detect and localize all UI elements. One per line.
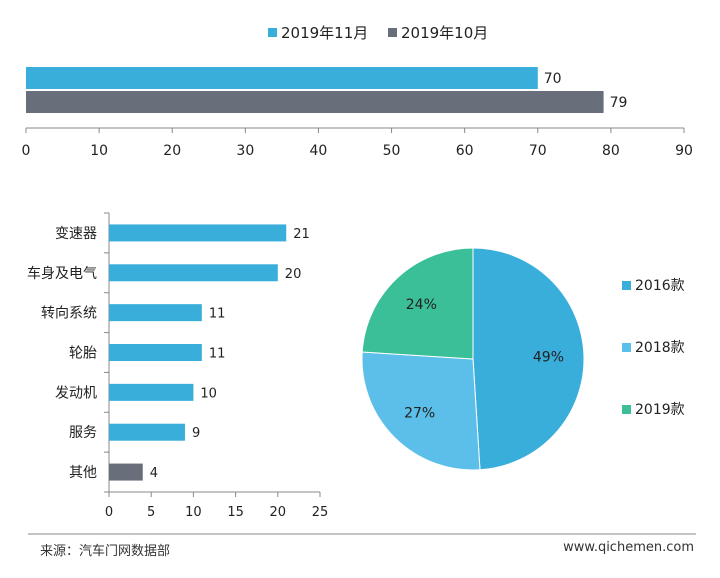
x-tick-label: 10 <box>185 505 202 520</box>
bar-value-label: 20 <box>285 267 302 282</box>
pie-slice <box>361 351 481 471</box>
website-link: www.qichemen.com <box>563 540 694 555</box>
category-label: 变速器 <box>55 226 97 242</box>
category-bar <box>109 264 278 282</box>
legend-swatch-nov <box>268 28 277 37</box>
top-bar-chart: 70 79 0 10 20 30 40 50 60 70 80 90 <box>22 67 693 159</box>
legend-label-oct: 2019年10月 <box>401 24 488 42</box>
pie-slice <box>472 247 585 471</box>
category-label: 发动机 <box>55 385 97 401</box>
pie-slice-label: 27% <box>404 405 435 421</box>
bar-value-label: 79 <box>610 95 628 111</box>
category-bar-chart: 21 变速器 20 车身及电气 11 转向系统 11 轮胎 10 发动机 9 服务 4 其他 0 5 10 15 2… <box>27 212 329 520</box>
category-label: 车身及电气 <box>27 265 97 282</box>
x-tick-label: 15 <box>227 505 244 520</box>
bar-nov <box>26 67 538 89</box>
category-bar <box>109 344 202 361</box>
category-bar <box>109 463 143 481</box>
category-bar <box>109 304 202 322</box>
x-tick-label: 0 <box>22 143 31 159</box>
source-note: 来源：汽车门网数据部 <box>40 544 171 559</box>
category-label: 轮胎 <box>69 346 97 362</box>
legend-label-nov: 2019年11月 <box>281 24 368 42</box>
category-bar <box>109 383 194 401</box>
category-bar <box>109 423 185 441</box>
x-tick-label: 30 <box>236 143 254 159</box>
category-label: 服务 <box>69 425 97 441</box>
x-tick-label: 40 <box>310 143 328 159</box>
x-tick-label: 0 <box>105 505 113 520</box>
category-bar <box>109 224 287 242</box>
bar-value-label: 70 <box>544 71 562 87</box>
pie-legend-label: 2019款 <box>635 402 685 418</box>
legend-swatch-oct <box>388 28 397 37</box>
x-tick-label: 70 <box>529 143 547 159</box>
x-tick-label: 20 <box>163 143 181 159</box>
top-legend: 2019年11月 2019年10月 <box>268 24 488 42</box>
category-label: 转向系统 <box>41 306 97 322</box>
pie-slice-label: 24% <box>406 297 437 313</box>
pie-legend-label: 2018款 <box>635 340 685 356</box>
bar-value-label: 11 <box>209 307 226 322</box>
pie-legend-swatch <box>622 343 631 352</box>
bar-value-label: 9 <box>192 426 200 441</box>
model-year-pie-chart: 49% 27% 24% 2016款 2018款 2019款 <box>361 247 685 471</box>
x-tick-label: 25 <box>312 505 329 520</box>
bar-value-label: 4 <box>150 466 158 481</box>
x-tick-label: 90 <box>675 143 693 159</box>
bar-value-label: 10 <box>200 386 217 401</box>
pie-legend-label: 2016款 <box>635 278 685 294</box>
pie-legend-swatch <box>622 405 631 414</box>
x-tick-label: 80 <box>602 143 620 159</box>
pie-legend-swatch <box>622 281 631 290</box>
bar-oct <box>26 91 604 113</box>
bar-value-label: 21 <box>293 227 310 242</box>
x-tick-label: 50 <box>383 143 401 159</box>
bar-value-label: 11 <box>209 347 226 362</box>
pie-slice-label: 49% <box>533 350 564 366</box>
x-tick-label: 20 <box>270 505 287 520</box>
category-label: 其他 <box>69 465 97 481</box>
x-tick-label: 60 <box>456 143 474 159</box>
x-tick-label: 5 <box>147 505 155 520</box>
x-tick-label: 10 <box>90 143 108 159</box>
pie-slice <box>361 247 474 360</box>
